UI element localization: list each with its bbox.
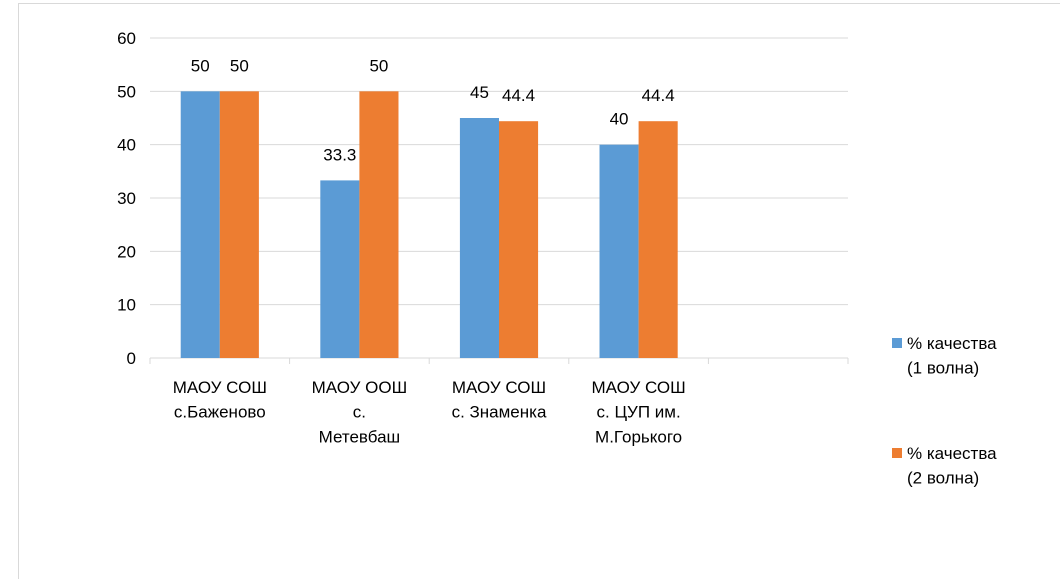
y-tick-label: 0	[127, 349, 136, 368]
bar	[459, 118, 499, 358]
data-label: 45	[470, 83, 489, 102]
data-label: 44.4	[642, 86, 675, 105]
legend-swatch	[892, 338, 902, 348]
bar	[638, 121, 678, 358]
bar	[180, 91, 220, 358]
chart-frame	[18, 3, 1060, 579]
y-tick-label: 20	[117, 242, 136, 261]
x-tick-label: МАОУ СОШ с. Знаменка	[452, 378, 547, 422]
bar	[320, 180, 360, 358]
y-tick-label: 10	[117, 296, 136, 315]
data-label: 50	[191, 56, 210, 75]
bar	[359, 91, 399, 358]
y-tick-label: 40	[117, 136, 136, 155]
data-label: 44.4	[502, 86, 535, 105]
y-tick-label: 50	[117, 82, 136, 101]
bar	[219, 91, 259, 358]
x-tick-label: МАОУ СОШ с.Баженово	[173, 378, 267, 422]
data-label: 50	[230, 56, 249, 75]
legend-swatch	[892, 448, 902, 458]
data-label: 50	[369, 56, 388, 75]
x-tick-label: МАОУ СОШ с. ЦУП им. М.Горького	[591, 378, 685, 446]
data-label: 40	[610, 110, 629, 129]
legend-label: % качества (2 волна)	[907, 444, 997, 488]
bar	[599, 144, 639, 358]
legend-label: % качества (1 волна)	[907, 334, 997, 378]
y-tick-label: 60	[117, 29, 136, 48]
bar	[499, 121, 539, 358]
data-label: 33.3	[323, 145, 356, 164]
x-tick-label: МАОУ ООШ с. Метевбаш	[312, 378, 408, 446]
y-tick-label: 30	[117, 189, 136, 208]
